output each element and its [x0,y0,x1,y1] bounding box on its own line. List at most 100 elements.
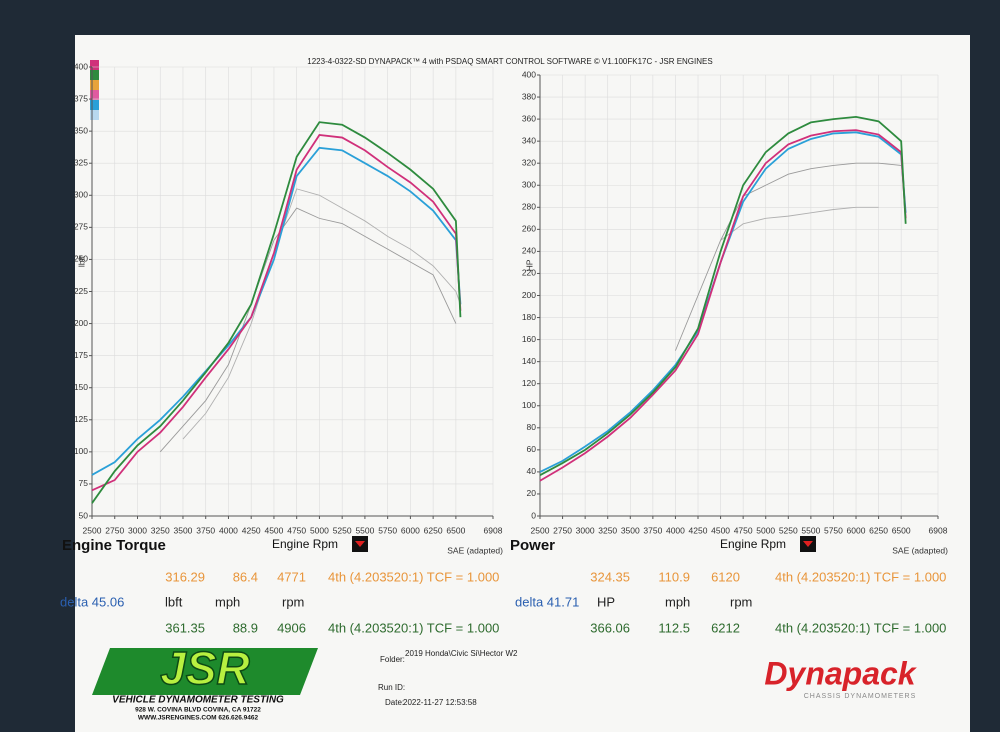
x-tick-label: 4750 [287,525,306,535]
stat: 4th (4.203520:1) TCF = 1.000 [775,569,946,584]
x-tick-label: 5500 [355,525,374,535]
x-tick-label: 6000 [847,525,866,535]
chart-title: Power [510,537,555,554]
y-tick-label: 380 [522,91,536,101]
x-tick-label: 6250 [424,525,443,535]
x-tick-label: 4750 [734,525,753,535]
x-tick-label: 6250 [869,525,888,535]
stat: 316.29 [165,569,205,584]
y-tick-label: 80 [527,422,537,432]
x-tick-label: 4500 [711,525,730,535]
x-tick-label: 2500 [83,525,102,535]
stat: 110.9 [658,569,690,584]
x-tick-label: 3750 [196,525,215,535]
y-tick-label: 250 [74,254,88,264]
x-tick-label: 3000 [576,525,595,535]
y-axis-label: HP [524,259,534,271]
series-line [91,134,462,492]
run-label: Run ID: [378,683,405,692]
series-line [159,207,457,453]
y-tick-label: 325 [74,157,88,167]
stat: 324.35 [590,569,630,584]
x-tick-label: 3250 [151,525,170,535]
series-line [675,162,902,351]
x-axis-label: Engine Rpm [720,537,786,551]
series-line [182,188,461,440]
stat: 4th (4.203520:1) TCF = 1.000 [775,620,946,635]
y-tick-label: 40 [527,466,537,476]
unit: mph [665,594,690,609]
unit: HP [597,594,615,609]
y-tick-label: 225 [74,286,88,296]
folder: 2019 Honda\Civic Si\Hector W2 [405,649,518,658]
y-tick-label: 320 [522,157,536,167]
stat: 6120 [711,569,740,584]
x-tick-label: 5000 [310,525,329,535]
x-tick-label: 6908 [484,525,503,535]
x-tick-label: 5500 [801,525,820,535]
series-line [720,206,879,241]
x-tick-label: 6500 [446,525,465,535]
y-tick-label: 175 [74,350,88,360]
y-axis-label: lbft [76,255,86,267]
y-tick-label: 300 [522,180,536,190]
x-tick-label: 2750 [553,525,572,535]
x-tick-label: 2750 [105,525,124,535]
dropdown-arrow [355,541,365,547]
x-tick-label: 4500 [264,525,283,535]
y-tick-label: 140 [522,356,536,366]
y-tick-label: 60 [527,444,537,454]
x-tick-label: 3750 [643,525,662,535]
x-tick-label: 5250 [333,525,352,535]
stat: 88.9 [233,620,258,635]
x-tick-label: 5250 [779,525,798,535]
date: 2022-11-27 12:53:58 [403,698,477,707]
x-axis-label: Engine Rpm [272,537,338,551]
y-tick-label: 340 [522,135,536,145]
y-tick-label: 240 [522,246,536,256]
x-tick-label: 3500 [621,525,640,535]
x-tick-label: 3250 [598,525,617,535]
logo-sub: VEHICLE DYNAMOMETER TESTING [112,695,284,706]
address: 928 W. COVINA BLVD COVINA, CA 91722 [135,707,261,714]
y-tick-label: 275 [74,222,88,232]
x-tick-label: 2500 [531,525,550,535]
y-tick-label: 150 [74,382,88,392]
y-tick-label: 20 [527,488,537,498]
y-tick-label: 125 [74,414,88,424]
stat: 4th (4.203520:1) TCF = 1.000 [328,620,499,635]
color-swatches [90,60,99,120]
y-tick-label: 200 [74,318,88,328]
y-tick-label: 260 [522,224,536,234]
unit: lbft [165,594,183,609]
x-tick-label: 3500 [174,525,193,535]
brand: Dynapack [764,655,917,691]
dropdown-arrow [803,541,813,547]
date-label: Date: [385,698,404,707]
stat: 86.4 [233,569,258,584]
series-line [539,129,907,482]
logo: JSR [160,642,249,694]
x-tick-label: 4250 [242,525,261,535]
note: SAE (adapted) [447,545,503,555]
y-tick-label: 180 [522,312,536,322]
x-tick-label: 6000 [401,525,420,535]
y-tick-label: 120 [522,378,536,388]
y-tick-label: 160 [522,334,536,344]
delta: delta 41.71 [515,594,579,609]
stat: 4th (4.203520:1) TCF = 1.000 [328,569,499,584]
header: 1223-4-0322-SD DYNAPACK™ 4 with PSDAQ SM… [307,57,712,66]
y-tick-label: 400 [74,61,88,71]
y-tick-label: 100 [74,446,88,456]
x-tick-label: 3000 [128,525,147,535]
note: SAE (adapted) [892,545,948,555]
y-tick-label: 0 [531,510,536,520]
series-line [539,115,907,476]
y-tick-label: 400 [522,69,536,79]
series-line [91,146,462,476]
y-tick-label: 200 [522,290,536,300]
y-tick-label: 50 [79,510,89,520]
x-tick-label: 5750 [824,525,843,535]
